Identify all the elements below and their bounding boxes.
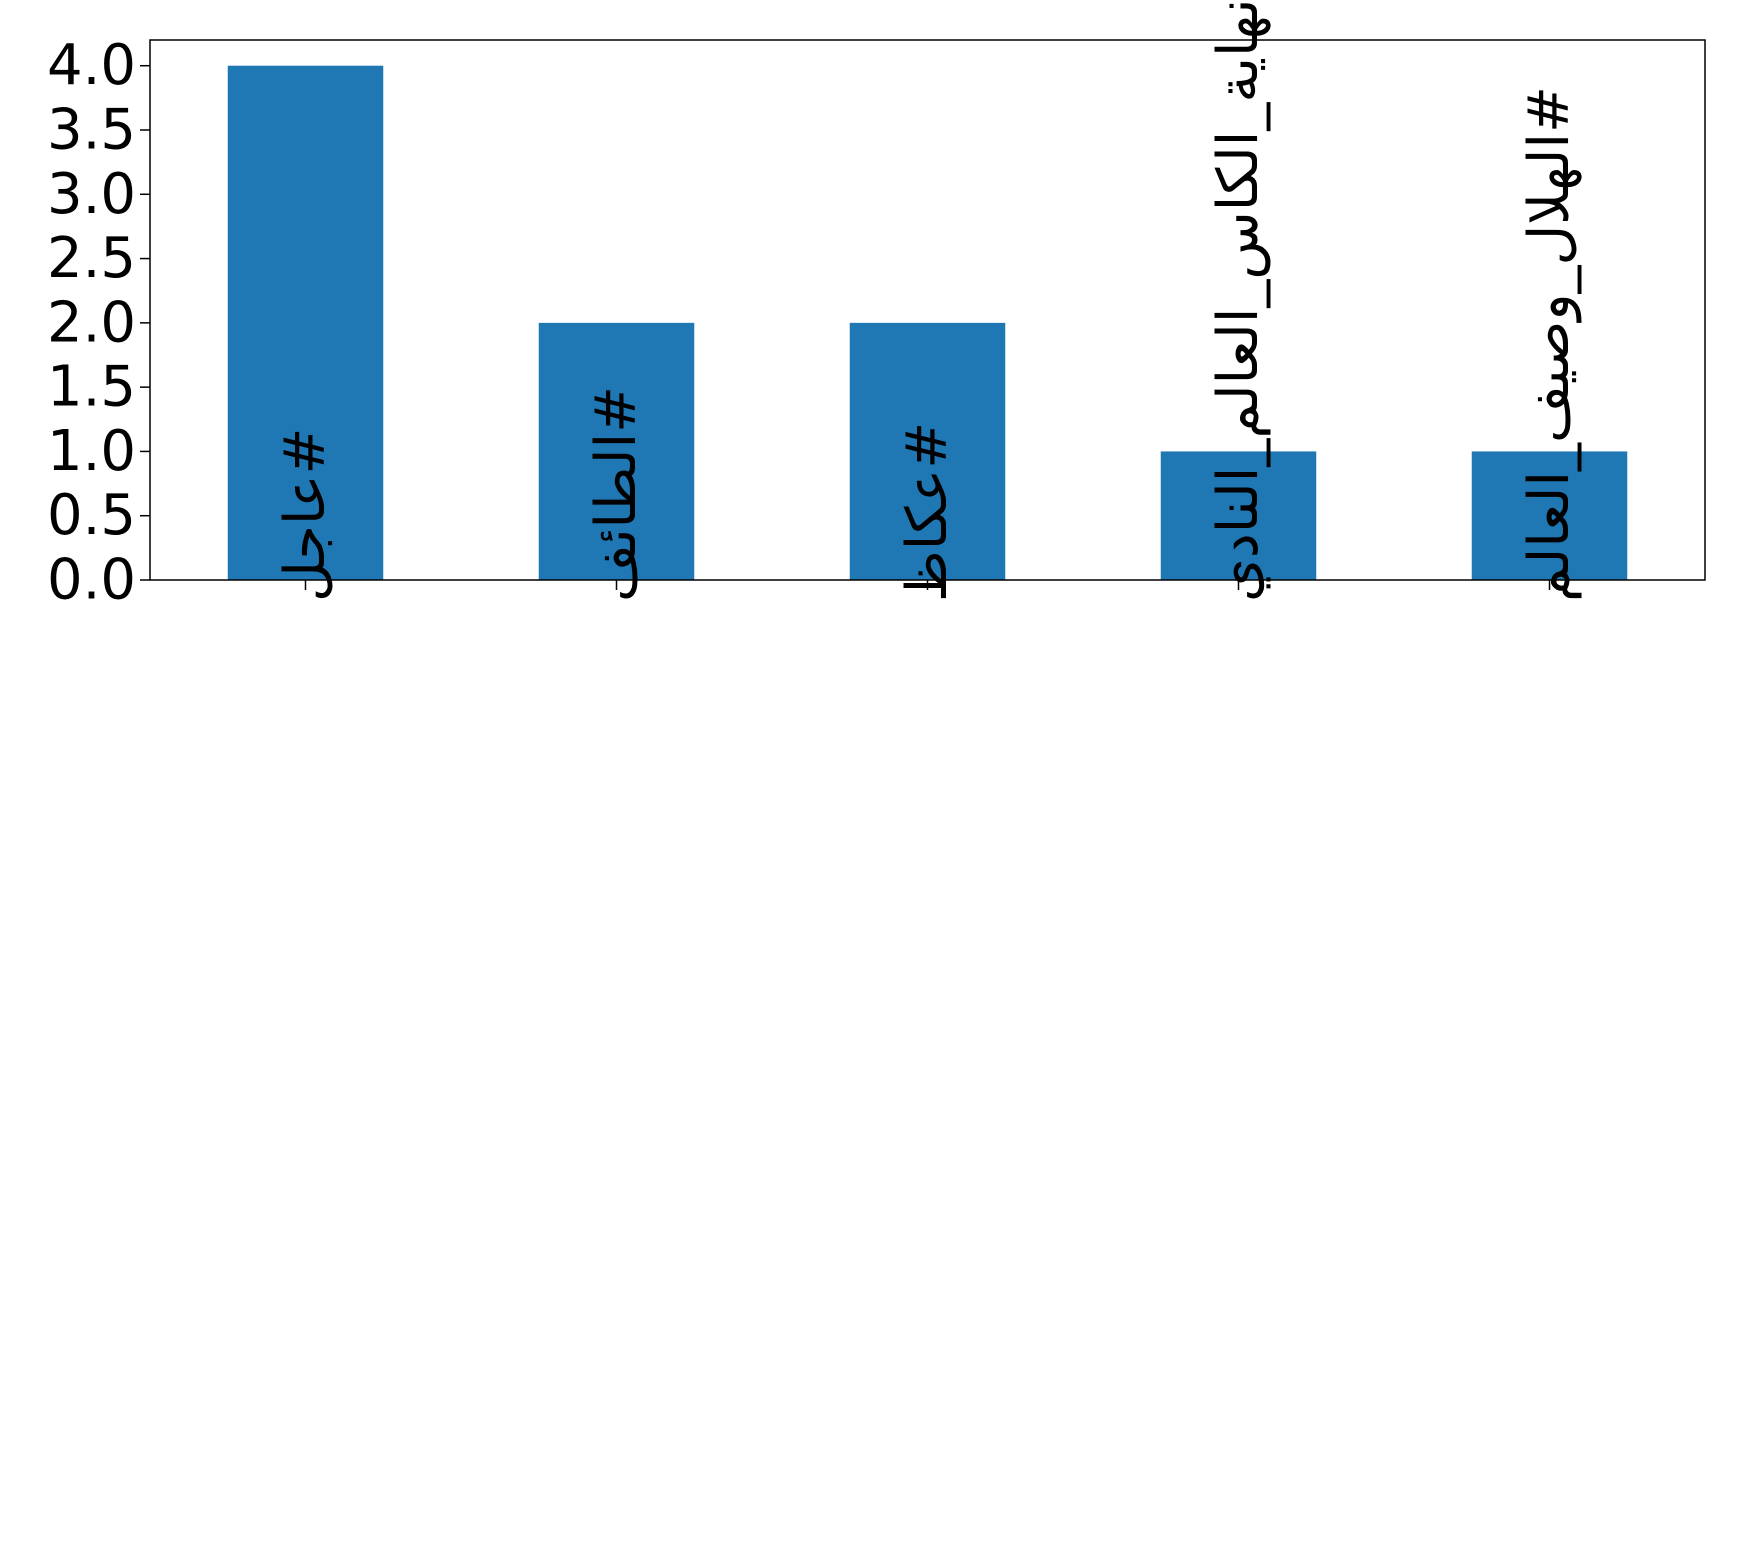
bar bbox=[227, 65, 384, 580]
x-tick-label: #نهاية_الكاس_العالم_النادي bbox=[1206, 0, 1271, 602]
bar bbox=[538, 322, 695, 580]
y-axis: 0.00.51.01.52.02.53.03.54.0 bbox=[47, 33, 150, 613]
y-tick-label: 3.0 bbox=[47, 162, 136, 227]
y-tick-label: 0.5 bbox=[47, 483, 136, 548]
bars-layer bbox=[227, 65, 1628, 580]
y-tick-label: 3.5 bbox=[47, 98, 136, 163]
y-tick-label: 1.0 bbox=[47, 419, 136, 484]
x-tick-label: #عاجل bbox=[273, 428, 338, 602]
y-tick-label: 4.0 bbox=[47, 33, 136, 98]
plot-frame bbox=[149, 39, 1706, 581]
y-tick-label: 2.5 bbox=[47, 226, 136, 291]
x-axis: #عاجل #الطائف #عكاظ #نهاية_الكاس_العالم_الن… bbox=[273, 0, 1582, 602]
x-tick-label: #عكاظ bbox=[895, 422, 960, 602]
y-tick-label: 0.0 bbox=[47, 548, 136, 613]
x-tick-label: #الطائف bbox=[584, 386, 649, 602]
y-tick-label: 2.0 bbox=[47, 290, 136, 355]
bar bbox=[849, 322, 1006, 580]
bar bbox=[1471, 451, 1628, 580]
x-tick-label: #الهلال_وصيف_العالم bbox=[1517, 86, 1582, 602]
bar bbox=[1160, 451, 1317, 580]
y-tick-label: 1.5 bbox=[47, 355, 136, 420]
